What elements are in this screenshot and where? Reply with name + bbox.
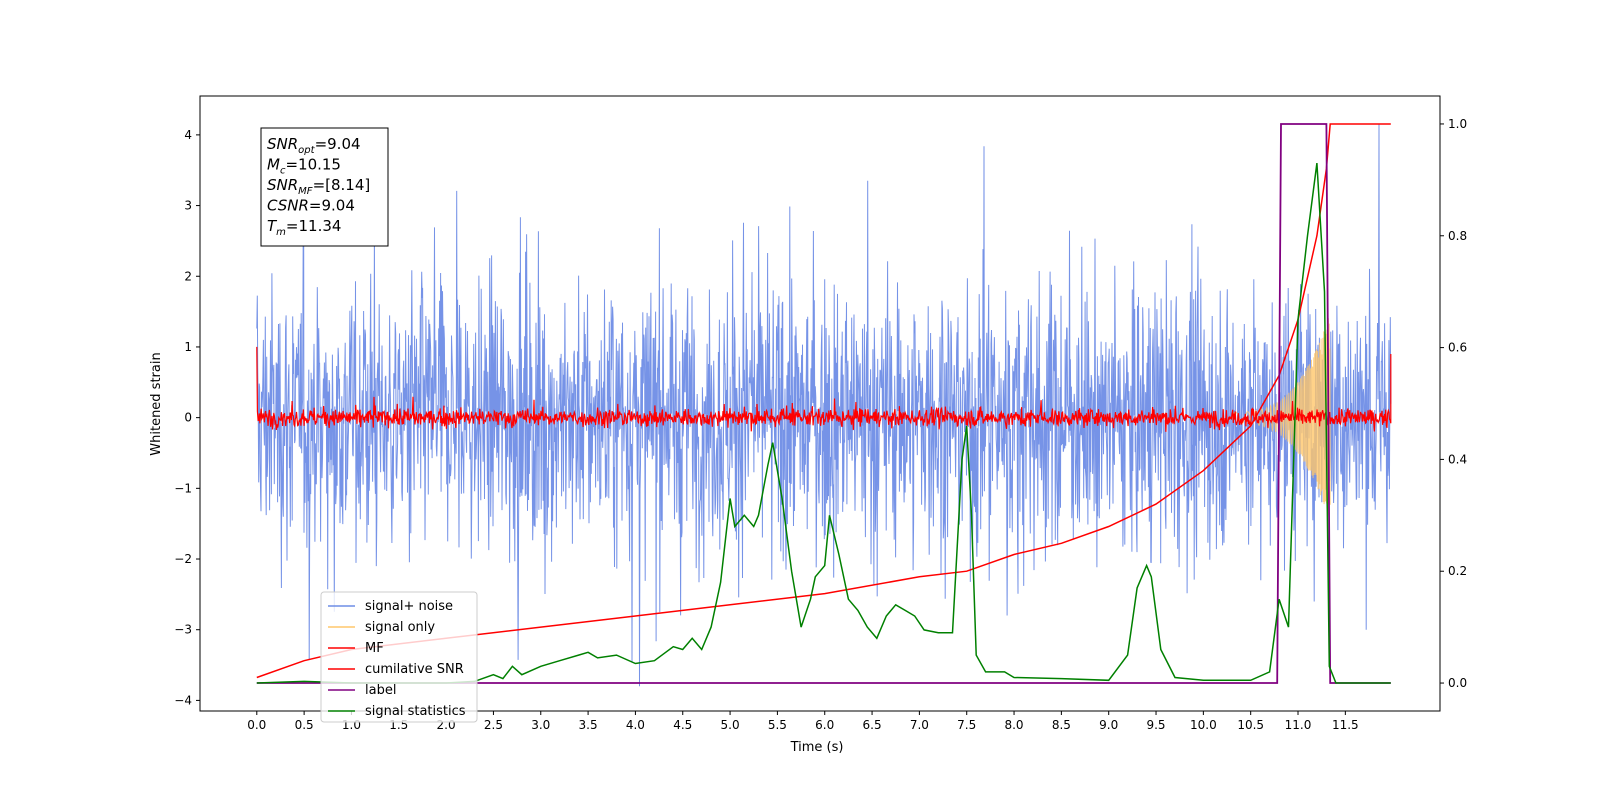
x-tick-label: 5.0	[721, 718, 740, 732]
annotation-symbol: SNR	[267, 135, 298, 153]
y-axis-right-ticks: 1.0 0.8 0.6 0.4 0.2 0.0	[1440, 117, 1467, 690]
annotation-line: Tm=11.34	[267, 217, 341, 238]
legend-items: signal+ noise signal only MF cumilative SNR…	[328, 599, 466, 719]
x-axis-ticks: 0.0 0.5 1.0 1.5 2.0 2.5 3.0 3.5 4.0 4.5 5.0 5.5 6.0 6…	[247, 711, 1359, 732]
series-cumulative-snr	[256, 123, 1391, 679]
x-tick-label: 0.0	[247, 718, 266, 732]
annotation-symbol: T	[267, 217, 278, 235]
legend-label: MF	[365, 641, 384, 656]
legend-label: signal+ noise	[365, 599, 453, 614]
annotation-line: CSNR=9.04	[267, 197, 355, 215]
x-tick-label: 9.5	[1146, 718, 1165, 732]
annotation-line: Mc=10.15	[267, 156, 341, 177]
x-tick-label: 7.5	[957, 718, 976, 732]
y-left-tick-label: 4	[184, 128, 192, 142]
y-left-tick-label: 2	[184, 269, 192, 283]
y-left-tick-label: 3	[184, 199, 192, 213]
x-tick-label: 2.5	[484, 718, 503, 732]
series-signal-statistics	[256, 163, 1391, 684]
annotation-subscript: c	[280, 166, 286, 177]
legend: signal+ noise signal only MF cumilative SNR…	[320, 591, 478, 723]
y-right-tick-label: 0.8	[1448, 229, 1467, 243]
annotation-value: =11.34	[286, 217, 342, 235]
legend-label: cumilative SNR	[365, 662, 464, 677]
x-tick-label: 6.0	[815, 718, 834, 732]
series-signal-only	[1231, 318, 1331, 517]
legend-frame	[320, 591, 478, 723]
x-tick-label: 3.5	[579, 718, 598, 732]
x-tick-label: 10.0	[1190, 718, 1217, 732]
annotation-box: SNRopt=9.04Mc=10.15SNRMF=[8.14]CSNR=9.04…	[260, 127, 389, 247]
x-tick-label: 0.5	[295, 718, 314, 732]
y-right-tick-label: 0.4	[1448, 452, 1467, 466]
y-right-tick-label: 0.6	[1448, 341, 1467, 355]
y-left-tick-label: −1	[174, 481, 192, 495]
x-tick-label: 5.5	[768, 718, 787, 732]
legend-label: label	[365, 683, 396, 698]
x-tick-label: 8.5	[1052, 718, 1071, 732]
y-left-tick-label: 1	[184, 340, 192, 354]
x-tick-label: 8.0	[1004, 718, 1023, 732]
annotation-box-frame	[260, 127, 389, 247]
annotation-symbol: M	[267, 156, 280, 174]
y-left-tick-label: −4	[174, 693, 192, 707]
x-tick-label: 7.0	[910, 718, 929, 732]
annotation-subscript: MF	[298, 186, 313, 197]
x-tick-label: 11.5	[1332, 718, 1359, 732]
y-axis-left-ticks: 4 3 2 1 0 −1 −2 −3 −4	[174, 128, 200, 707]
y-right-tick-label: 0.2	[1448, 564, 1467, 578]
legend-label: signal statistics	[365, 704, 466, 719]
series-signal-noise-layer	[256, 123, 1392, 687]
x-axis-label: Time (s)	[790, 740, 844, 755]
series-mf	[256, 346, 1392, 432]
annotation-symbol: CSNR	[267, 197, 309, 215]
annotation-value: =9.04	[309, 197, 355, 215]
annotation-line: SNRMF=[8.14]	[267, 176, 370, 197]
annotation-value: =9.04	[315, 135, 361, 153]
y-left-tick-label: −2	[174, 552, 192, 566]
x-tick-label: 10.5	[1237, 718, 1264, 732]
series-signal-noise	[256, 123, 1392, 687]
y-left-tick-label: 0	[184, 411, 192, 425]
annotation-symbol: SNR	[267, 176, 298, 194]
x-tick-label: 6.5	[863, 718, 882, 732]
annotation-value: =10.15	[285, 156, 341, 174]
y-left-tick-label: −3	[174, 623, 192, 637]
x-tick-label: 4.0	[626, 718, 645, 732]
plot-frame	[199, 95, 1441, 712]
y-right-tick-label: 1.0	[1448, 117, 1467, 131]
y-right-tick-label: 0.0	[1448, 676, 1467, 690]
annotation-subscript: m	[276, 227, 286, 238]
x-tick-label: 4.5	[673, 718, 692, 732]
x-tick-label: 3.0	[531, 718, 550, 732]
series-mf-layer	[256, 346, 1392, 432]
annotation-lines: SNRopt=9.04Mc=10.15SNRMF=[8.14]CSNR=9.04…	[267, 135, 370, 238]
y-axis-label: Whitened strain	[149, 352, 164, 455]
x-tick-label: 11.0	[1285, 718, 1312, 732]
annotation-subscript: opt	[298, 145, 315, 156]
x-tick-label: 9.0	[1099, 718, 1118, 732]
right-axis-series-layer	[256, 123, 1391, 684]
annotation-line: SNRopt=9.04	[267, 135, 361, 156]
legend-label: signal only	[365, 620, 435, 635]
annotation-value: =[8.14]	[313, 176, 371, 194]
series-signal-only-layer	[1231, 318, 1331, 517]
